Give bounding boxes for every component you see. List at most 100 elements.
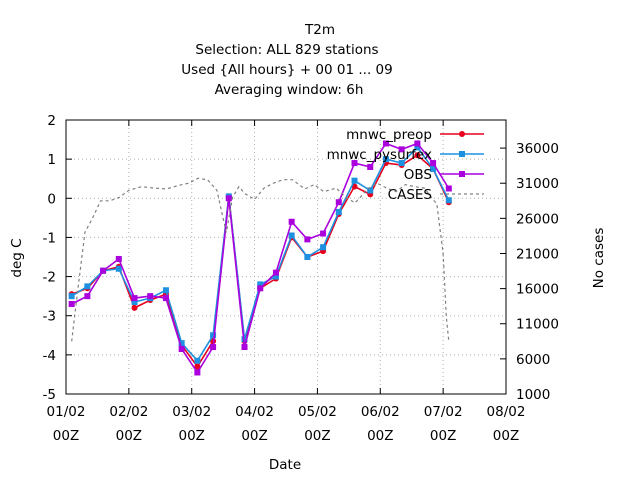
- y2-tick-label: 36000: [516, 141, 559, 157]
- x-tick-label: 03/02: [172, 404, 211, 420]
- data-point: [131, 295, 138, 302]
- data-point: [68, 300, 75, 307]
- y-tick-label: -3: [43, 309, 56, 325]
- data-point: [84, 283, 91, 290]
- data-point: [115, 265, 122, 272]
- y-tick-label: -4: [43, 348, 56, 364]
- data-point: [241, 336, 248, 343]
- x-tick-label: 01/02: [47, 404, 86, 420]
- data-point: [84, 293, 91, 300]
- legend-marker: [459, 171, 465, 177]
- data-point: [445, 197, 452, 204]
- series-line: [71, 142, 450, 374]
- data-point: [414, 144, 421, 151]
- data-point: [320, 230, 327, 237]
- y-tick-label: 2: [47, 113, 56, 129]
- data-point: [430, 165, 437, 172]
- data-point: [178, 345, 185, 352]
- series-line: [71, 146, 450, 363]
- legend-label: OBS: [404, 167, 432, 183]
- data-point: [147, 293, 154, 300]
- x-tick-label: 00Z: [178, 428, 204, 444]
- x-tick-label: 08/02: [487, 404, 526, 420]
- data-point: [272, 269, 279, 276]
- data-point: [162, 295, 169, 302]
- data-point: [304, 254, 311, 260]
- x-tick-label: 00Z: [304, 428, 330, 444]
- x-tick-label: 00Z: [116, 428, 142, 444]
- legend-label: mnwc_preop: [346, 127, 432, 143]
- data-point: [257, 281, 264, 288]
- data-point: [382, 156, 389, 163]
- data-point: [115, 255, 122, 262]
- legend-marker: [459, 131, 465, 137]
- x-tick-label: 00Z: [493, 428, 519, 444]
- data-point: [445, 185, 452, 192]
- chart-title: T2m Selection: ALL 829 stations Used {Al…: [181, 22, 392, 98]
- data-point: [367, 163, 374, 170]
- x-tick-label: 00Z: [367, 428, 393, 444]
- data-point: [304, 236, 311, 243]
- data-point: [320, 244, 327, 251]
- data-point: [272, 273, 279, 280]
- data-point: [241, 344, 248, 351]
- y-tick-label: -2: [43, 270, 56, 286]
- plot-frame: [65, 119, 507, 395]
- title-line-3: Used {All hours} + 00 01 ... 09: [181, 62, 392, 78]
- data-point: [210, 332, 217, 339]
- x-tick-label: 02/02: [109, 404, 148, 420]
- data-point: [131, 304, 138, 311]
- data-point: [194, 363, 201, 370]
- data-point: [210, 344, 217, 351]
- data-point: [194, 369, 201, 376]
- data-point: [225, 195, 232, 202]
- y-tick-label: -5: [43, 387, 56, 403]
- data-point: [178, 340, 185, 347]
- title-line-1: T2m: [304, 22, 335, 38]
- x-tick-label: 00Z: [241, 428, 267, 444]
- y2-tick-label: 31000: [516, 176, 559, 192]
- data-point: [382, 140, 389, 147]
- series-line: [71, 177, 450, 342]
- title-line-4: Averaging window: 6h: [215, 82, 364, 98]
- data-point: [367, 187, 374, 194]
- data-point: [68, 293, 75, 300]
- data-point: [335, 199, 342, 206]
- data-point: [351, 177, 358, 184]
- x-axis-label: Date: [269, 457, 301, 473]
- plot-area: -5-4-3-2-1012100060001100016000210002600…: [43, 113, 559, 444]
- data-point: [100, 267, 107, 274]
- legend-marker: [459, 151, 465, 157]
- y2-tick-label: 11000: [516, 317, 559, 333]
- legend-label: CASES: [388, 187, 432, 203]
- x-tick-label: 00Z: [430, 428, 456, 444]
- y2-tick-label: 16000: [516, 282, 559, 298]
- data-point: [398, 160, 405, 167]
- x-tick-label: 00Z: [53, 428, 79, 444]
- x-tick-label: 04/02: [235, 404, 274, 420]
- y-axis-label: deg C: [9, 238, 25, 277]
- y2-axis-label: No cases: [591, 228, 607, 289]
- x-tick-label: 07/02: [424, 404, 463, 420]
- y2-tick-label: 6000: [516, 352, 550, 368]
- y2-tick-label: 21000: [516, 246, 559, 262]
- data-point: [430, 160, 437, 167]
- y2-tick-label: 26000: [516, 211, 559, 227]
- data-point: [131, 299, 138, 306]
- y-tick-label: -1: [43, 230, 56, 246]
- data-point: [414, 140, 421, 147]
- x-tick-label: 06/02: [361, 404, 400, 420]
- data-point: [194, 357, 201, 364]
- title-line-2: Selection: ALL 829 stations: [195, 42, 378, 58]
- data-point: [351, 160, 358, 167]
- data-point: [288, 232, 295, 239]
- data-point: [162, 287, 169, 294]
- data-point: [414, 152, 421, 159]
- y2-tick-label: 1000: [516, 387, 550, 403]
- data-point: [257, 285, 264, 292]
- data-point: [398, 146, 405, 153]
- legend-label: mnwc_pysurfex: [327, 147, 432, 163]
- y-tick-label: 0: [47, 191, 56, 207]
- data-point: [335, 208, 342, 215]
